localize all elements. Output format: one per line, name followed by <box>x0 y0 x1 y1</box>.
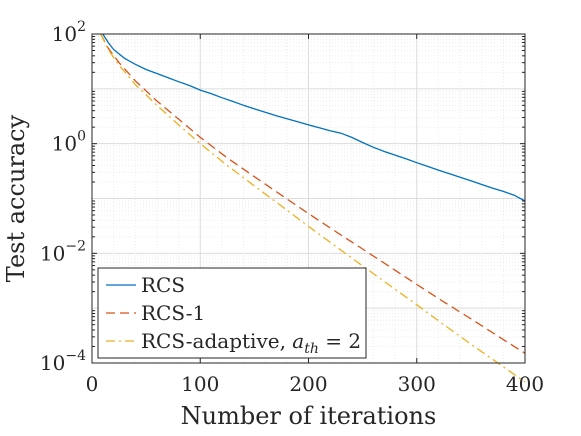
legend: RCS RCS-1 RCS-adaptive, ath = 2 <box>97 267 367 359</box>
y-tick-base: 10 <box>40 241 65 265</box>
legend-label-rcs-adaptive: RCS-adaptive, ath = 2 <box>141 329 361 357</box>
series-line-rcs <box>102 33 526 202</box>
y-tick-label: 10−2 <box>40 238 86 265</box>
legend-label-suffix: = 2 <box>319 329 361 353</box>
tick-marks <box>91 33 526 364</box>
y-tick-base: 10 <box>52 132 77 156</box>
x-tick-label: 100 <box>181 372 219 396</box>
series-line-rcs-adaptive-a-th-2 <box>100 33 526 383</box>
y-tick-label: 100 <box>52 129 86 156</box>
y-tick-base: 10 <box>40 351 65 375</box>
x-axis-label: Number of iterations <box>181 402 437 430</box>
legend-label-rcs: RCS <box>141 273 185 297</box>
legend-label-var: a <box>292 329 304 353</box>
legend-label-prefix: RCS-adaptive, <box>141 329 292 353</box>
legend-box <box>97 267 367 359</box>
y-tick-exponent: −2 <box>65 238 86 254</box>
x-tick-label: 300 <box>398 372 436 396</box>
y-tick-label: 10−4 <box>40 348 86 375</box>
x-tick-labels: 0 100 200 300 400 <box>86 372 544 396</box>
x-tick-label: 400 <box>506 372 544 396</box>
y-tick-exponent: −4 <box>65 348 86 364</box>
legend-label-rcs-1: RCS-1 <box>141 301 205 325</box>
x-tick-label: 0 <box>86 372 99 396</box>
y-tick-exponent: 2 <box>77 19 86 35</box>
y-tick-exponent: 0 <box>77 129 86 145</box>
series-layer <box>100 33 526 383</box>
y-tick-label: 102 <box>52 19 86 46</box>
y-tick-base: 10 <box>52 22 77 46</box>
series-line-rcs-1 <box>100 33 526 354</box>
x-tick-label: 200 <box>289 372 327 396</box>
y-axis-label: Test accuracy <box>2 114 30 282</box>
legend-label-sub: th <box>304 341 319 357</box>
